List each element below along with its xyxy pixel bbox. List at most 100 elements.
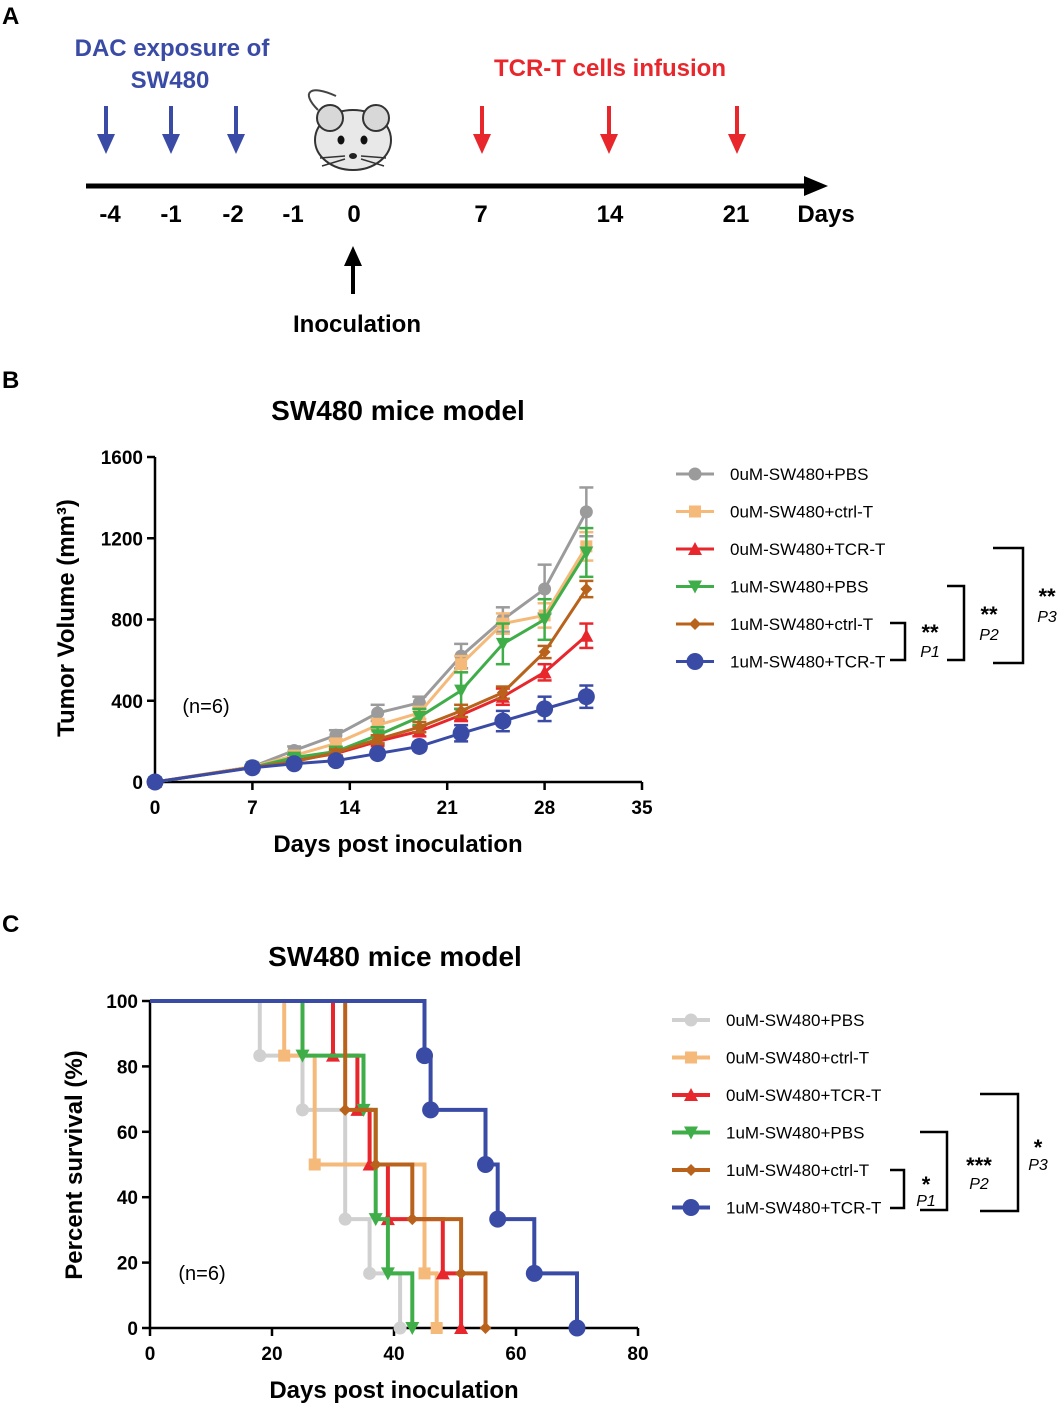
marker-square xyxy=(455,658,468,671)
chart-b-n-label: (n=6) xyxy=(182,696,229,718)
legend-label: 0uM-SW480+ctrl-T xyxy=(726,1049,869,1068)
sig-bracket xyxy=(947,584,966,662)
marker-circle xyxy=(686,653,704,670)
inoculation-label: Inoculation xyxy=(293,311,421,338)
marker-circle xyxy=(577,688,595,706)
days-label: Days xyxy=(797,201,854,228)
series-1uM-SW480+TCR-T xyxy=(150,999,586,1337)
panel-b: B SW480 mice model Days post inoculation… xyxy=(2,367,1057,858)
chart-c-legend: 0uM-SW480+PBS 0uM-SW480+ctrl-T 0uM-SW480+T… xyxy=(672,1011,881,1218)
marker-circle xyxy=(393,1321,407,1335)
marker-diamond xyxy=(406,1213,419,1226)
marker-circle xyxy=(489,1210,507,1228)
marker-triangle-up xyxy=(579,628,594,642)
dac-arrow-icon xyxy=(227,106,245,154)
tcr-arrow-icon xyxy=(600,106,618,154)
panel-a-letter: A xyxy=(2,3,19,30)
x-tick-label: 35 xyxy=(631,798,653,819)
sig-p-label: P3 xyxy=(1028,1157,1048,1174)
marker-triangle-up xyxy=(684,1088,698,1101)
chart-b-title: SW480 mice model xyxy=(271,395,525,426)
marker-circle xyxy=(338,1212,352,1226)
y-tick-label: 80 xyxy=(117,1057,138,1078)
marker-circle xyxy=(525,1264,543,1282)
marker-circle xyxy=(452,724,470,742)
marker-circle xyxy=(327,752,345,770)
sig-p-label: P1 xyxy=(920,644,940,661)
chart-c-significance: * P1 *** P2 * P3 xyxy=(890,1092,1048,1213)
marker-diamond xyxy=(496,686,509,699)
sig-p-label: P1 xyxy=(916,1193,936,1210)
legend-label: 0uM-SW480+PBS xyxy=(726,1011,864,1030)
marker-triangle-down xyxy=(688,580,702,594)
marker-circle xyxy=(579,505,593,519)
y-tick-label: 400 xyxy=(111,692,143,713)
x-tick-label: 28 xyxy=(534,798,555,819)
tcr-arrow-icon xyxy=(728,106,746,154)
x-tick-label: 0 xyxy=(150,798,161,819)
sig-stars: ** xyxy=(1038,584,1056,609)
marker-circle xyxy=(146,773,164,791)
marker-circle xyxy=(410,737,428,755)
marker-triangle-down xyxy=(537,613,552,627)
panel-b-letter: B xyxy=(2,367,19,394)
marker-diamond xyxy=(689,618,701,630)
y-tick-label: 1200 xyxy=(101,529,143,550)
marker-square xyxy=(685,1051,697,1064)
marker-circle xyxy=(369,745,387,763)
marker-triangle-down xyxy=(380,1267,395,1281)
y-tick-label: 0 xyxy=(132,773,143,794)
marker-diamond xyxy=(369,1158,382,1171)
series-0uM-SW480+ctrl-T xyxy=(150,999,443,1334)
x-tick-label: 60 xyxy=(505,1344,526,1365)
sig-bracket xyxy=(980,1092,1020,1213)
day-label: 21 xyxy=(723,201,750,228)
marker-triangle-up xyxy=(454,1321,469,1334)
x-tick-label: 80 xyxy=(627,1344,648,1365)
legend-label: 1uM-SW480+PBS xyxy=(726,1124,864,1143)
marker-circle xyxy=(285,755,303,773)
legend-label: 1uM-SW480+ctrl-T xyxy=(730,615,873,634)
dac-title-line2: SW480 xyxy=(131,67,210,94)
marker-triangle-down xyxy=(684,1126,698,1140)
legend-label: 1uM-SW480+TCR-T xyxy=(726,1199,881,1218)
dac-arrow-icon xyxy=(162,106,180,154)
y-tick-label: 0 xyxy=(127,1319,138,1340)
x-tick-label: 7 xyxy=(247,798,258,819)
sig-stars: * xyxy=(1034,1135,1043,1160)
marker-triangle-down xyxy=(454,684,469,698)
day-label: 7 xyxy=(474,201,487,228)
marker-circle xyxy=(296,1103,309,1117)
tcr-title: TCR-T cells infusion xyxy=(494,55,726,82)
marker-circle xyxy=(568,1319,586,1337)
timeline-arrow-icon xyxy=(804,176,828,196)
marker-triangle-down xyxy=(412,711,427,724)
x-tick-label: 0 xyxy=(145,1344,156,1365)
marker-diamond xyxy=(371,733,384,746)
legend-label: 0uM-SW480+ctrl-T xyxy=(730,503,873,522)
marker-diamond xyxy=(685,1164,697,1176)
sig-bracket xyxy=(993,546,1025,665)
y-tick-label: 60 xyxy=(117,1123,138,1144)
x-tick-label: 14 xyxy=(339,798,361,819)
dac-arrow-icon xyxy=(97,106,115,154)
marker-circle xyxy=(253,1049,267,1063)
marker-diamond xyxy=(413,721,426,734)
legend-label: 1uM-SW480+PBS xyxy=(730,578,868,597)
panel-c: C SW480 mice model Days post inoculation… xyxy=(2,911,1048,1404)
x-tick-label: 21 xyxy=(437,798,459,819)
marker-triangle-up xyxy=(537,665,552,679)
series-line xyxy=(154,511,588,784)
y-tick-label: 40 xyxy=(117,1188,138,1209)
chart-c-plot: 0 20 40 60 80 0 20 40 60 80 100 xyxy=(106,992,648,1365)
marker-circle xyxy=(422,1101,440,1119)
day-label: -1 xyxy=(160,201,181,228)
series-line xyxy=(154,551,588,784)
marker-square xyxy=(430,1322,443,1334)
chart-b-ylabel: Tumor Volume (mm³) xyxy=(53,499,80,737)
marker-triangle-down xyxy=(579,546,594,560)
tcr-arrow-icon xyxy=(473,106,491,154)
chart-b-xlabel: Days post inoculation xyxy=(273,831,522,858)
marker-circle xyxy=(416,1047,433,1065)
marker-square xyxy=(418,1267,431,1280)
